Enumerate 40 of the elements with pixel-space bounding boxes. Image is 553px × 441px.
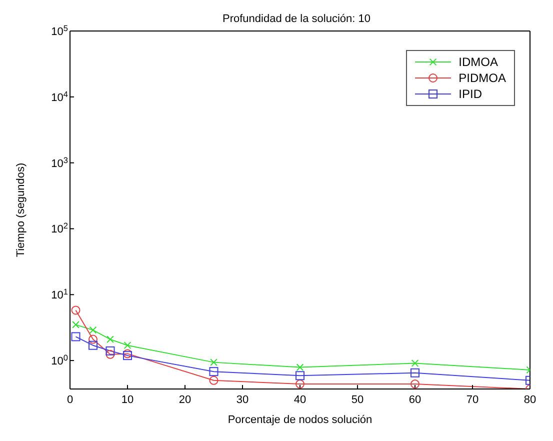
point <box>106 336 114 344</box>
point <box>209 376 218 385</box>
y-tick-label: 10$^{0}$ <box>51 353 68 368</box>
point <box>88 340 98 350</box>
x-tick-label: 30 <box>236 394 249 406</box>
point <box>296 380 304 389</box>
point <box>410 368 420 378</box>
x-tick-label: 10 <box>121 394 134 406</box>
legend-label: PIDMOA <box>458 70 506 86</box>
x-tick-label: 0 <box>66 394 74 406</box>
x-tick-label: 50 <box>351 394 364 406</box>
point <box>210 358 218 366</box>
y-tick-label: 10$^{3}$ <box>51 155 68 170</box>
point <box>411 360 419 367</box>
y-tick-label: 10$^{5}$ <box>51 24 68 38</box>
y-tick-label: 10$^{4}$ <box>51 89 68 104</box>
point <box>410 380 420 389</box>
point <box>106 346 115 356</box>
point <box>296 364 304 371</box>
x-tick-label: 60 <box>408 394 422 406</box>
point <box>71 306 80 315</box>
x-tick-label: 40 <box>294 394 306 406</box>
point <box>71 332 80 342</box>
point <box>106 350 115 359</box>
legend-label: IDMOA <box>458 54 498 70</box>
legend-label: IPID <box>458 86 482 102</box>
point <box>296 371 304 380</box>
point <box>124 342 132 350</box>
x-tick-label: 70 <box>466 394 479 406</box>
y-tick-label: 10$^{2}$ <box>51 221 68 236</box>
x-tick-label: 20 <box>178 394 192 406</box>
point <box>209 367 218 376</box>
x-axis-title: Porcentaje de nodos solución <box>228 414 372 426</box>
x-tick-label: 80 <box>524 394 536 406</box>
point <box>89 326 97 334</box>
y-tick-label: 10$^{1}$ <box>51 287 68 302</box>
y-axis-title: Tiempo (segundos) <box>14 162 27 258</box>
point <box>72 320 80 328</box>
chart-title: Profundidad de la solución: 10 <box>222 13 370 25</box>
point <box>88 334 98 344</box>
